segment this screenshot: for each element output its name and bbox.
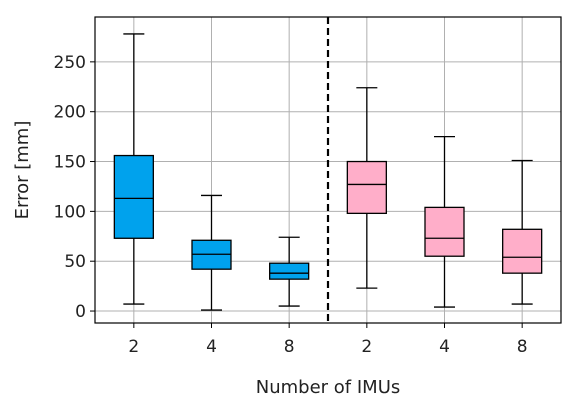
x-tick-label: 2 (128, 337, 139, 357)
x-tick-label: 4 (439, 337, 450, 357)
x-tick-label: 4 (206, 337, 217, 357)
iqr-box (269, 262, 310, 280)
x-tick-label: 8 (284, 337, 295, 357)
box-2-4 (424, 135, 465, 308)
box-2-8 (502, 159, 543, 305)
y-tick-label: 0 (75, 302, 86, 322)
y-tick-label: 150 (54, 153, 86, 173)
x-axis-label: Number of IMUs (256, 377, 401, 398)
y-tick-label: 100 (54, 202, 86, 222)
y-tick-label: 50 (64, 252, 86, 272)
iqr-box (113, 154, 154, 239)
y-tick-label: 250 (54, 53, 86, 73)
plot-frame (94, 16, 562, 324)
iqr-box (424, 206, 465, 257)
iqr-box (502, 228, 543, 274)
axis-ticks: 0 50 100 150 200 250 2 4 8 2 4 8 (54, 53, 528, 357)
iqr-box (346, 160, 387, 215)
box-1-8 (269, 236, 310, 307)
box-2-2 (346, 87, 387, 289)
boxes (113, 33, 543, 311)
y-axis-label: Error [mm] (12, 121, 33, 220)
x-tick-label: 2 (361, 337, 372, 357)
y-tick-label: 200 (54, 103, 86, 123)
x-tick-label: 8 (517, 337, 528, 357)
box-1-4 (191, 194, 232, 311)
box-1-2 (113, 33, 154, 305)
